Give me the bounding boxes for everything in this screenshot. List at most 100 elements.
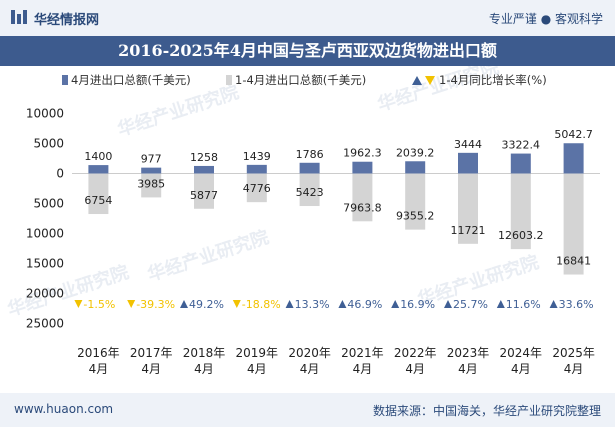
footer-website: www.huaon.com <box>14 402 114 416</box>
y-tick-label: 5000 <box>33 197 64 211</box>
bar-april <box>141 167 162 174</box>
x-tick-label: 2020年 4月 <box>288 346 331 376</box>
x-tick-label: 2016年 4月 <box>77 346 120 376</box>
growth-up-triangle-icon <box>391 300 400 308</box>
y-tick-label: 10000 <box>26 107 64 121</box>
growth-up-triangle-icon <box>549 300 558 308</box>
huajing-logo-icon <box>11 10 27 24</box>
growth-label: 16.9% <box>400 298 435 311</box>
x-tick-label: 2017年 4月 <box>130 346 173 376</box>
legend-down-triangle-icon <box>425 76 435 85</box>
footer-source: 数据来源：中国海关，华经产业研究院整理 <box>372 404 601 418</box>
bar-april <box>299 162 320 174</box>
bar-april <box>352 161 373 174</box>
label-april: 2039.2 <box>396 146 435 159</box>
label-april: 3444 <box>454 138 482 151</box>
growth-down-triangle-icon <box>127 300 136 308</box>
growth-up-triangle-icon <box>285 300 294 308</box>
watermark-text: 华经产业研究院 <box>115 81 242 141</box>
growth-label: 11.6% <box>506 298 541 311</box>
tagline: 专业严谨 ● 客观科学 <box>488 12 603 26</box>
y-tick-label: 15000 <box>26 257 64 271</box>
bars: 1400 6754 977 3985 1258 5877 1439 4776 1786 5423 1… <box>84 128 593 275</box>
growth-label: 46.9% <box>347 298 382 311</box>
label-april: 1400 <box>84 150 112 163</box>
x-tick-label: 2018年 4月 <box>183 346 226 376</box>
label-april: 3322.4 <box>502 139 541 152</box>
legend-label-april: 4月进出口总额(千美元) <box>71 73 191 87</box>
x-tick-label: 2025年 4月 <box>552 346 595 376</box>
growth-label: 13.3% <box>295 298 330 311</box>
label-ytd: 7963.8 <box>343 201 382 214</box>
label-april: 1439 <box>243 150 271 163</box>
top-banner: 华经情报网 专业严谨 ● 客观科学 <box>0 0 615 36</box>
bar-april <box>194 165 214 174</box>
watermark-text: 华经产业研究院 <box>5 261 132 321</box>
y-axis: 10000 5000 0 5000 10000 15000 20000 25000 <box>26 107 600 331</box>
bar-ytd <box>299 173 320 207</box>
bar-ytd <box>246 173 267 203</box>
bar-ytd <box>405 173 426 230</box>
y-tick-label: 5000 <box>33 137 64 151</box>
label-april: 1962.3 <box>343 147 382 160</box>
label-april: 1786 <box>296 148 324 161</box>
footer: www.huaon.com 数据来源：中国海关，华经产业研究院整理 <box>0 393 615 427</box>
label-ytd: 5877 <box>190 189 218 202</box>
label-ytd: 9355.2 <box>396 210 435 223</box>
growth-label: 49.2% <box>189 298 224 311</box>
bar-april <box>246 164 267 174</box>
growth-up-triangle-icon <box>338 300 347 308</box>
growth-down-triangle-icon <box>232 300 241 308</box>
label-ytd: 5423 <box>296 186 324 199</box>
bar-ytd <box>88 173 109 215</box>
label-ytd: 12603.2 <box>498 229 544 242</box>
x-tick-label: 2024年 4月 <box>500 346 543 376</box>
x-axis: 2016年 4月 2017年 4月 2018年 4月 2019年 4月 2020年 4月 2021年… <box>77 346 595 376</box>
bar-ytd <box>352 173 373 222</box>
label-ytd: 11721 <box>451 224 486 237</box>
bar-april <box>405 161 426 174</box>
legend-label-ytd: 1-4月进出口总额(千美元) <box>235 73 366 87</box>
growth-down-triangle-icon <box>74 300 83 308</box>
growth-label: -18.8% <box>242 298 281 311</box>
x-tick-label: 2019年 4月 <box>236 346 279 376</box>
label-ytd: 3985 <box>137 177 165 190</box>
y-tick-label: 20000 <box>26 287 64 301</box>
label-april: 5042.7 <box>554 128 593 141</box>
label-ytd: 4776 <box>243 182 271 195</box>
label-ytd: 6754 <box>84 194 112 207</box>
bar-ytd <box>458 173 478 244</box>
x-tick-label: 2021年 4月 <box>341 346 384 376</box>
watermark-text: 华经产业研究院 <box>145 226 272 286</box>
x-tick-label: 2022年 4月 <box>394 346 437 376</box>
label-ytd: 16841 <box>556 255 591 268</box>
y-tick-label: 25000 <box>26 317 64 331</box>
bar-april <box>88 165 109 174</box>
bar-ytd <box>563 173 584 275</box>
chart-title: 2016-2025年4月中国与圣卢西亚双边货物进出口额 <box>118 41 497 60</box>
growth-label: -39.3% <box>136 298 175 311</box>
x-tick-label: 2023年 4月 <box>447 346 490 376</box>
growth-label: -1.5% <box>83 298 115 311</box>
brand-name: 华经情报网 <box>34 13 100 28</box>
bar-ytd <box>194 173 214 209</box>
legend-up-triangle-icon <box>412 76 422 85</box>
legend: 4月进出口总额(千美元) 1-4月进出口总额(千美元) 1-4月同比增长率(%) <box>62 73 547 87</box>
label-april: 977 <box>141 153 162 166</box>
legend-label-growth: 1-4月同比增长率(%) <box>439 73 547 87</box>
growth-up-triangle-icon <box>444 300 452 308</box>
bar-april <box>458 152 478 174</box>
title-bar: 2016-2025年4月中国与圣卢西亚双边货物进出口额 <box>0 36 615 66</box>
growth-up-triangle-icon <box>180 300 188 308</box>
bar-ytd <box>510 173 531 250</box>
growth-rates: -1.5% -39.3% 49.2% -18.8% 13.3% 46.9% 16.9% 25.… <box>74 298 594 311</box>
y-tick-label: 10000 <box>26 227 64 241</box>
label-april: 1258 <box>190 151 218 164</box>
legend-swatch-april <box>62 75 68 85</box>
growth-up-triangle-icon <box>496 300 505 308</box>
bar-april <box>563 143 584 174</box>
legend-swatch-ytd <box>226 75 232 85</box>
growth-label: 33.6% <box>559 298 594 311</box>
growth-label: 25.7% <box>453 298 488 311</box>
